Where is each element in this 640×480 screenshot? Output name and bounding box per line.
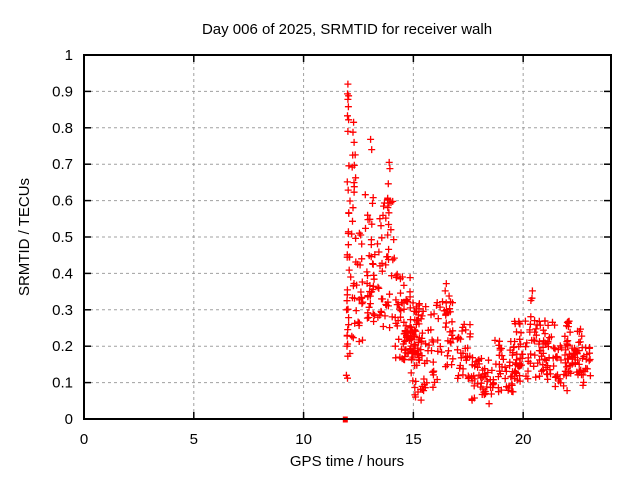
y-tick-label: 0.7 <box>52 156 73 173</box>
chart-title: Day 006 of 2025, SRMTID for receiver wal… <box>202 21 492 38</box>
y-tick-label: 0.9 <box>52 83 73 100</box>
axis-ticks <box>83 54 611 420</box>
x-tick-label: 10 <box>295 431 312 448</box>
y-axis-label: SRMTID / TECUs <box>16 178 33 296</box>
y-tick-label: 0.5 <box>52 229 73 246</box>
scatter-points-layer <box>342 80 594 423</box>
tick-labels: 0 5 10 15 20 0 0.1 0.2 0.3 0.4 0.5 0.6 0.7 0.8 0.9 1 <box>52 47 531 448</box>
scatter-points <box>342 80 594 408</box>
x-tick-label: 0 <box>80 431 88 448</box>
y-tick-label: 0.3 <box>52 302 73 319</box>
y-tick-label: 0 <box>65 411 73 428</box>
x-axis-label: GPS time / hours <box>290 453 404 470</box>
y-tick-label: 0.4 <box>52 265 73 282</box>
x-tick-label: 5 <box>190 431 198 448</box>
y-tick-label: 0.8 <box>52 120 73 137</box>
grid-lines <box>84 55 611 419</box>
x-tick-label: 20 <box>515 431 532 448</box>
y-tick-label: 0.6 <box>52 193 73 210</box>
x-tick-label: 15 <box>405 431 422 448</box>
y-tick-label: 0.2 <box>52 338 73 355</box>
y-tick-label: 1 <box>65 47 73 64</box>
y-tick-label: 0.1 <box>52 375 73 392</box>
